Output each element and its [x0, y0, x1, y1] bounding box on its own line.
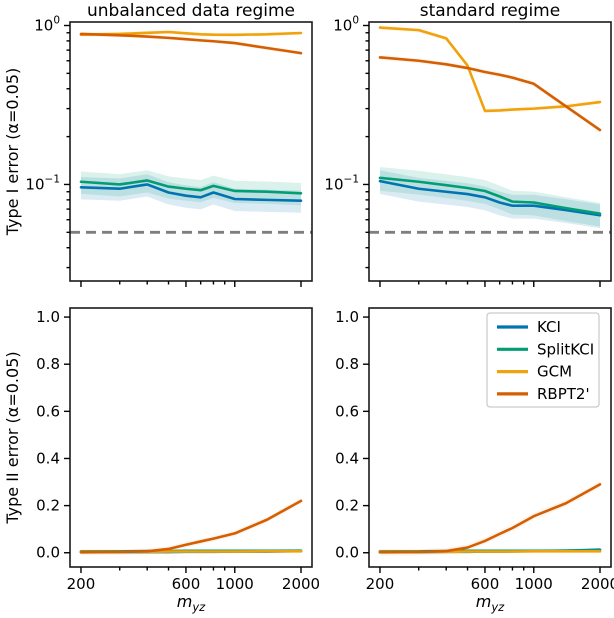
legend-label-RBPT2': RBPT2' — [537, 385, 590, 403]
xlabel-right: myz — [476, 592, 505, 614]
xlabel-left-base: m — [177, 592, 193, 611]
axes-frame — [70, 22, 312, 281]
series-line-RBPT2' — [81, 501, 301, 552]
series-line-RBPT2' — [380, 57, 600, 130]
y-tick-label: 100 — [34, 14, 60, 34]
legend-label-KCI: KCI — [537, 318, 561, 336]
series-line-RBPT2' — [380, 484, 600, 552]
y-tick-label: 0.0 — [335, 544, 359, 562]
series-band-GCM — [380, 25, 600, 113]
xlabel-left-sub: yz — [191, 600, 206, 614]
y-tick-label: 0.2 — [335, 497, 359, 515]
axes-frame — [70, 308, 312, 567]
subplot-type2-standard: 200 600 1000 2000 0.0 0.2 0.4 0.6 0.8 1.0 KCI Split… — [335, 308, 614, 593]
subplot-title-right: standard regime — [420, 1, 560, 21]
y-tick-label: 0.2 — [36, 497, 60, 515]
x-tick-label: 2000 — [282, 575, 320, 593]
y-tick-label: 0.4 — [36, 449, 60, 467]
xlabel-left: myz — [177, 592, 206, 614]
xlabel-right-base: m — [476, 592, 492, 611]
x-tick-label: 2000 — [581, 575, 614, 593]
series-band-RBPT2' — [380, 55, 600, 132]
y-tick-label: 0.8 — [335, 355, 359, 373]
ylabel-type1-error: Type I error (α=0.05) — [3, 68, 22, 237]
x-tick-label: 600 — [471, 575, 500, 593]
x-tick-label: 600 — [172, 575, 201, 593]
ylabel-type2-error: Type II error (α=0.05) — [3, 351, 22, 524]
y-tick-label: 0.6 — [335, 402, 359, 420]
y-tick-label: 1.0 — [335, 308, 359, 326]
series-band-RBPT2' — [81, 498, 301, 555]
y-tick-label: 10−1 — [324, 173, 359, 193]
y-tick-label: 0.8 — [36, 355, 60, 373]
x-tick-label: 200 — [366, 575, 395, 593]
legend-label-SplitKCI: SplitKCI — [537, 340, 594, 358]
subplot-title-left: unbalanced data regime — [87, 1, 295, 21]
subplot-type1-unbalanced: 100 10−1 — [25, 14, 312, 287]
y-tick-label: 0.0 — [36, 544, 60, 562]
subplot-type2-unbalanced: 200 600 1000 2000 0.0 0.2 0.4 0.6 0.8 1.0 — [36, 308, 320, 593]
y-tick-label: 1.0 — [36, 308, 60, 326]
y-tick-label: 0.6 — [36, 402, 60, 420]
x-tick-label: 200 — [67, 575, 96, 593]
series-line-GCM — [380, 28, 600, 111]
subplot-type1-standard: 100 10−1 — [324, 14, 611, 287]
y-tick-label: 0.4 — [335, 449, 359, 467]
x-tick-label: 1000 — [216, 575, 254, 593]
x-tick-label: 1000 — [515, 575, 553, 593]
series-band-RBPT2' — [380, 481, 600, 555]
y-tick-label: 100 — [333, 14, 359, 34]
legend-label-GCM: GCM — [537, 363, 572, 381]
y-tick-label: 10−1 — [25, 173, 60, 193]
xlabel-right-sub: yz — [490, 600, 505, 614]
